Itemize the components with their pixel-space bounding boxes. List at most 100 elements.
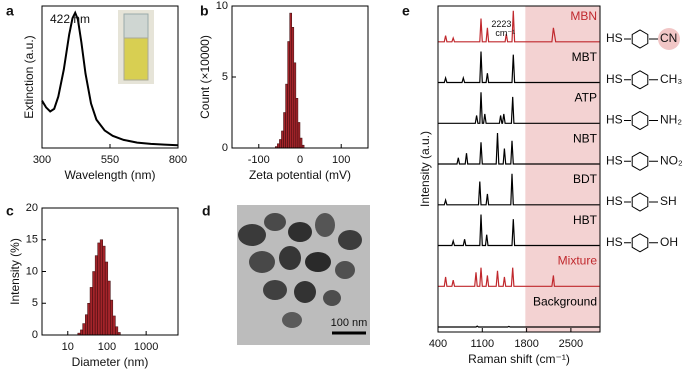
bar	[287, 41, 290, 149]
substituent: CN	[660, 31, 677, 45]
particle	[249, 251, 275, 273]
panel-label: e	[402, 3, 410, 19]
panel-label: b	[200, 3, 209, 19]
bar	[102, 245, 106, 336]
thiol-group: HS	[606, 194, 623, 208]
substituent: CH₃	[660, 72, 682, 86]
tem-image: 100 nm d	[202, 203, 370, 345]
y-axis-label: Intensity (a.u.)	[418, 131, 432, 207]
bar	[277, 143, 280, 149]
thiol-group: HS	[606, 113, 623, 127]
x-tick-label: 1800	[514, 338, 538, 350]
benzene-ring	[631, 151, 649, 171]
substituent: OH	[660, 235, 678, 249]
bar	[279, 139, 282, 149]
axes-box	[437, 5, 601, 333]
substituent: NH₂	[660, 113, 682, 127]
y-tick-label: 10	[216, 0, 228, 12]
spectrum	[438, 214, 600, 247]
series-label: MBT	[572, 50, 598, 64]
bar	[89, 287, 93, 336]
x-tick-label: 300	[33, 154, 51, 166]
y-axis-label: Extinction (a.u.)	[22, 35, 36, 118]
y-tick-label: 0	[222, 142, 228, 154]
spectrum	[41, 10, 179, 147]
particle	[238, 224, 266, 246]
bar	[92, 271, 96, 336]
x-axis-label: Diameter (nm)	[72, 355, 149, 369]
y-axis-label: Intensity (%)	[8, 238, 22, 305]
x-axis-label: Wavelength (nm)	[65, 168, 156, 182]
scale-bar-label: 100 nm	[331, 317, 368, 329]
benzene-ring	[631, 70, 649, 90]
x-tick-label: 2500	[559, 338, 583, 350]
y-tick-label: 5	[222, 71, 228, 83]
panel-label: c	[6, 203, 14, 219]
bar	[297, 122, 301, 149]
benzene-ring	[631, 29, 649, 49]
axes-box	[231, 5, 369, 149]
axes-box	[41, 207, 179, 336]
particle	[282, 312, 302, 328]
x-tick-label: 10	[62, 341, 74, 353]
highlight	[658, 28, 680, 50]
bar	[291, 27, 295, 149]
x-axis-label: Raman shift (cm⁻¹)	[468, 352, 570, 366]
particle	[323, 290, 341, 306]
series-label: ATP	[575, 91, 597, 105]
annotation: 2223	[491, 19, 511, 29]
benzene-ring	[631, 110, 649, 131]
x-axis-label: Zeta potential (mV)	[249, 168, 351, 182]
annotation: 422 nm	[50, 12, 90, 26]
particle	[305, 252, 331, 272]
bar	[82, 323, 86, 336]
cuvette-photo	[118, 10, 154, 84]
y-tick-label: 0	[32, 329, 38, 341]
panel-label: a	[6, 3, 14, 19]
bar	[112, 315, 116, 336]
spectrum	[438, 267, 600, 287]
particle	[288, 222, 312, 242]
bar	[281, 130, 284, 149]
axes-box	[41, 5, 179, 149]
substituent: NO₂	[660, 153, 683, 167]
thiol-group: HS	[606, 31, 623, 45]
bar	[97, 242, 101, 336]
bar	[107, 280, 111, 336]
series-label: HBT	[573, 213, 598, 227]
series-label: MBN	[570, 9, 597, 23]
shaded-region	[525, 6, 600, 332]
x-tick-label: 1100	[470, 338, 494, 350]
y-tick-label: 15	[26, 234, 38, 246]
bar	[295, 98, 299, 149]
spectrum	[438, 51, 600, 84]
bar	[289, 12, 293, 149]
particle	[263, 280, 287, 300]
x-tick-label: 100	[98, 341, 116, 353]
particle	[294, 281, 316, 303]
bar	[80, 329, 83, 336]
x-tick-label: 1000	[134, 341, 158, 353]
y-axis-label: Count (×10000)	[198, 35, 212, 119]
benzene-ring	[631, 192, 649, 212]
x-tick-label: 0	[297, 154, 303, 166]
cuvette-top	[123, 13, 149, 39]
spectrum	[438, 132, 600, 165]
annotation-unit: cm⁻¹	[495, 28, 515, 38]
bar	[110, 299, 114, 336]
bar	[104, 261, 109, 336]
particle	[279, 246, 301, 270]
benzene-ring	[631, 233, 649, 253]
particle	[315, 213, 335, 237]
spectrum	[438, 173, 600, 206]
bar	[299, 137, 303, 149]
x-tick-label: 800	[169, 154, 187, 166]
y-tick-label: 20	[26, 202, 38, 214]
x-tick-label: 100	[332, 154, 350, 166]
x-tick-label: -100	[248, 154, 270, 166]
bar	[285, 83, 288, 149]
panel-label: d	[202, 203, 211, 219]
bar	[99, 239, 103, 336]
spectrum	[438, 92, 600, 124]
